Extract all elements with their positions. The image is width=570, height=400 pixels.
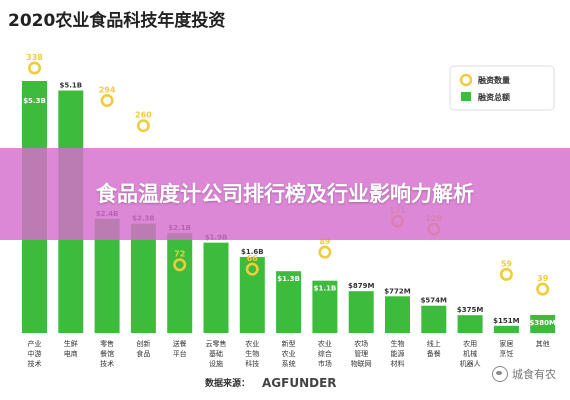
category-label: 生鲜 [64,339,78,348]
count-marker [136,119,150,133]
category-label: 机械 [463,349,477,358]
legend-box [449,65,555,111]
category-label: 线上 [427,339,441,348]
count-marker [536,282,550,296]
category-label: 机器人 [460,359,481,368]
bar-value-label: $151M [493,317,519,325]
bar-value-label: $1.3B [277,275,300,283]
count-marker [100,94,114,108]
count-marker [499,267,513,281]
category-label: 技术 [28,359,42,368]
bar-value-label: $5.1B [59,82,82,90]
count-value-label: 59 [501,259,513,268]
bar-value-label: $375M [457,306,483,314]
count-value-label: 260 [135,111,152,120]
legend-count-marker [459,73,473,87]
category-label: 其他 [536,339,550,348]
category-label: 平台 [173,349,187,358]
bar [130,223,156,333]
category-label: 能源 [391,349,405,358]
category-label: 云零售 [206,339,227,348]
category-label: 送餐 [173,339,187,348]
source-line: 数据来源： AGFUNDER [205,376,337,390]
category-label: 烹饪 [499,349,513,358]
bar [385,296,410,333]
bar [203,242,229,333]
category-label: 设施 [209,359,223,368]
bar [530,314,556,333]
count-value-label: 338 [26,53,43,62]
category-label: 农业 [245,339,259,348]
source-logo: AGFUNDER [262,376,337,390]
bar-value-label: $879M [348,282,374,290]
bar [493,325,519,333]
category-label: 食品 [136,349,150,358]
category-label: 农用 [463,339,477,348]
bar-value-label: $1.6B [241,248,264,256]
category-label: 新型 [282,339,296,348]
count-value-label: 72 [174,250,185,259]
category-label: 管理 [354,349,368,358]
wechat-icon [492,366,508,382]
category-label: 零售 [100,339,114,348]
category-label: 材料 [391,359,405,368]
category-label: 中游 [28,349,42,358]
legend: 融资数量 融资总额 [449,65,555,111]
legend-total-label: 融资总额 [478,92,510,102]
category-label: 物联网 [351,359,372,368]
category-label: 产业 [28,339,42,348]
count-value-label: 66 [247,254,259,263]
category-label: 基础 [209,349,223,358]
bar-value-label: $574M [421,297,447,305]
count-marker [27,61,41,75]
count-marker [173,258,187,272]
count-value-label: 89 [319,237,331,246]
count-value-label: 294 [99,86,116,95]
category-label: 备餐 [427,349,441,358]
category-label: 创新 [136,339,150,348]
category-label: 综合 [318,349,332,358]
overlay-banner: 食品温度计公司排行榜及行业影响力解析 [0,148,570,240]
chart-title: 2020农业食品科技年度投资 [8,10,225,31]
bar [348,291,374,333]
source-label: 数据来源： [205,377,250,389]
category-label: 生物 [391,339,405,348]
bar [457,315,483,333]
bar-value-label: $1.1B [314,285,337,293]
bar [167,233,193,333]
watermark-text: 城食有农 [512,368,556,381]
category-label: 系统 [282,359,296,368]
category-label: 农业 [318,339,332,348]
bar [239,256,265,333]
category-labels: 产业中游技术生鲜电商零售餐馆技术创新食品送餐平台云零售基础设施农业生物科技新型农… [28,339,550,368]
bar-value-label: $5.3B [23,97,46,105]
count-value-label: 39 [537,274,549,283]
bars-layer: $5.3B$5.1B$2.4B$2.3B$2.1B$1.9B$1.6B$1.3B… [22,81,556,334]
bar [312,280,338,333]
category-label: 技术 [100,359,114,368]
legend-total-marker [461,92,471,101]
bar [276,271,302,333]
category-label: 生物 [245,349,259,358]
category-label: 电商 [64,349,78,358]
bar [421,305,447,333]
count-marker [318,245,332,259]
category-label: 科技 [245,359,259,368]
legend-count-label: 融资数量 [478,75,510,85]
category-label: 农场 [354,339,368,348]
category-label: 市场 [318,359,332,368]
count-marker [245,262,259,276]
bar-value-label: $380M [529,319,555,327]
bar-value-label: $772M [384,287,410,295]
category-label: 农业 [282,349,296,358]
category-label: 餐馆 [100,349,114,358]
watermark: 城食有农 [492,366,556,382]
category-label: 家居 [499,339,513,348]
overlay-title: 食品温度计公司排行榜及行业影响力解析 [96,181,474,206]
